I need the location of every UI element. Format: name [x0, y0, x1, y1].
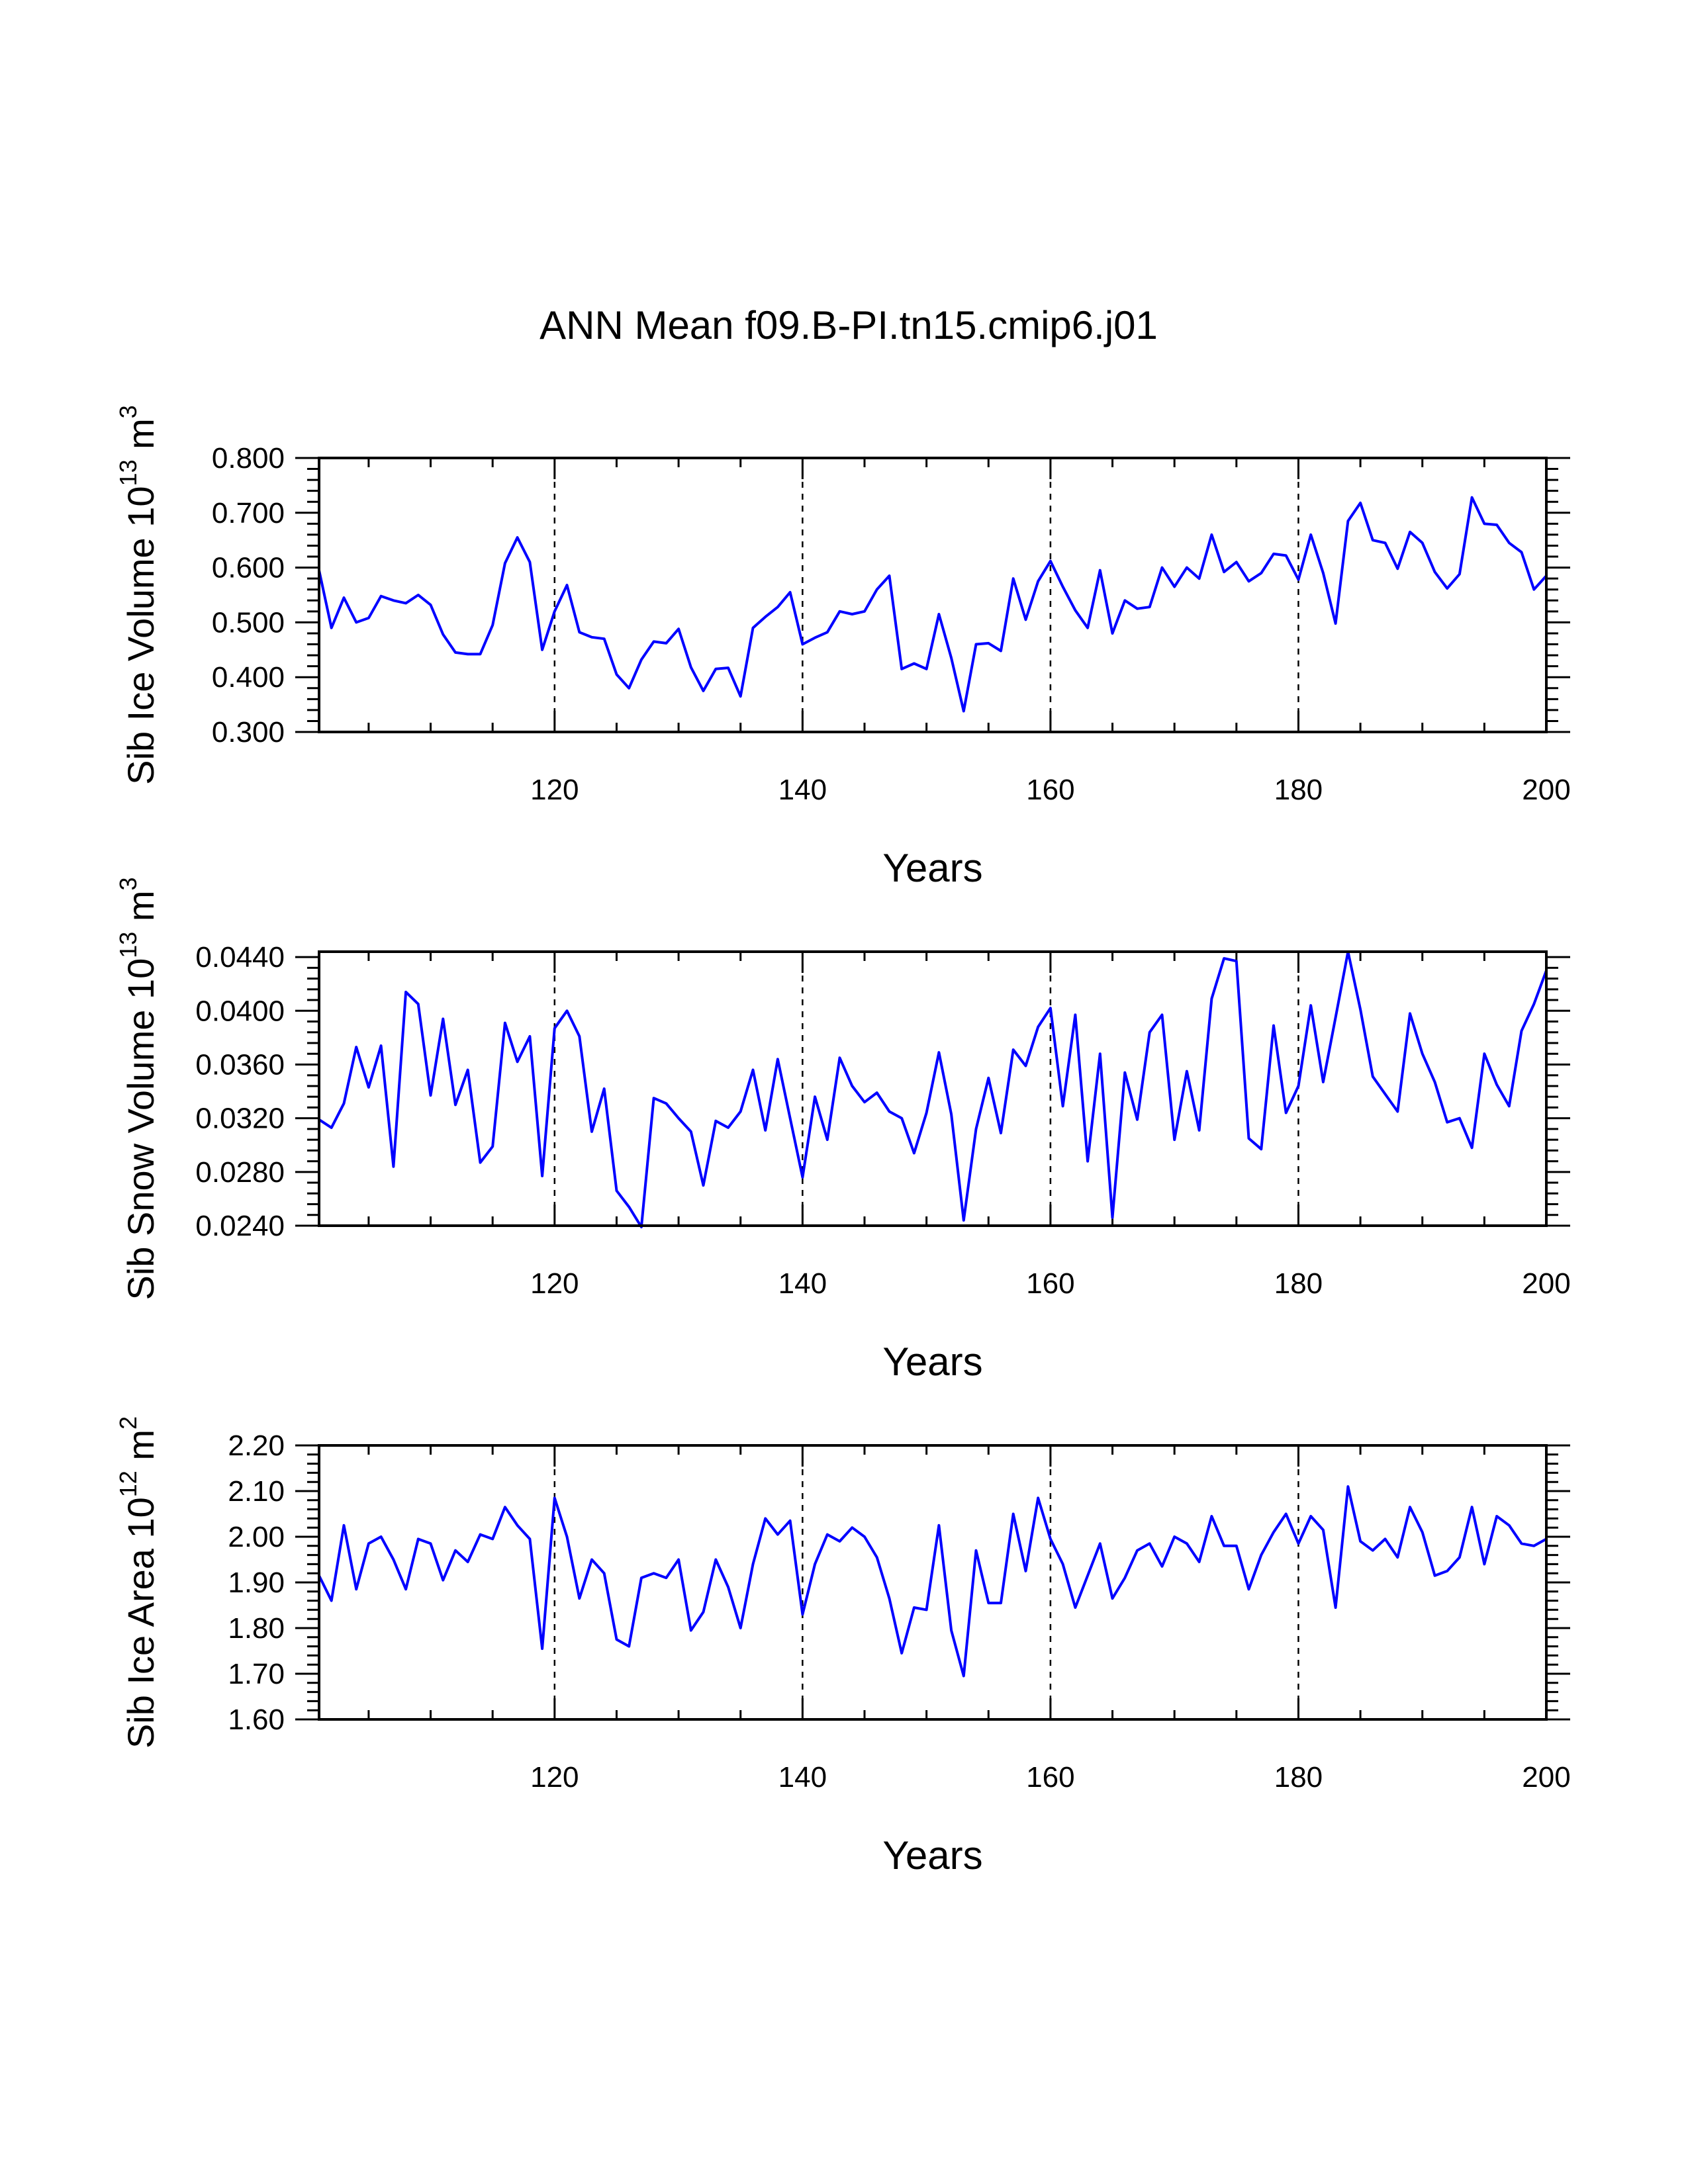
x-tick-label: 140 — [778, 1761, 827, 1794]
y-tick-label: 0.500 — [212, 606, 285, 639]
y-tick-label: 0.0360 — [195, 1048, 285, 1081]
plot-frame — [318, 1444, 1548, 1721]
plot-frame — [318, 950, 1548, 1227]
series-line — [318, 496, 1548, 713]
y-axis-label-unit-sup: 2 — [115, 1416, 142, 1430]
plot-frame — [318, 457, 1548, 733]
y-tick-label: 2.00 — [228, 1521, 285, 1553]
x-tick-label: 200 — [1522, 1267, 1570, 1300]
y-axis-label-unit: m — [120, 1430, 162, 1471]
x-tick-label: 120 — [530, 1267, 579, 1300]
y-axis-label-unit: m — [120, 418, 162, 459]
y-tick-label: 2.20 — [228, 1430, 285, 1462]
y-tick-label: 0.600 — [212, 552, 285, 584]
x-axis-label: Years — [882, 1340, 982, 1384]
x-tick-label: 140 — [778, 774, 827, 806]
y-tick-label: 0.0280 — [195, 1156, 285, 1189]
x-tick-label: 180 — [1274, 1267, 1323, 1300]
y-axis-label-sup: 13 — [115, 459, 142, 486]
y-tick-label: 0.0440 — [195, 941, 285, 974]
x-tick-label: 160 — [1026, 1761, 1074, 1794]
y-axis-label-sup: 12 — [115, 1471, 142, 1497]
y-tick-label: 1.70 — [228, 1658, 285, 1690]
x-axis-label: Years — [882, 1833, 982, 1878]
y-tick-label: 0.0240 — [195, 1210, 285, 1242]
y-axis-label-unit-sup: 3 — [115, 405, 142, 418]
series-line — [318, 1485, 1547, 1678]
panel-1: 120 140 160 180 200 0.300 0.400 0.500 0.600 0.700… — [115, 405, 1571, 890]
series-line — [318, 950, 1548, 1228]
x-tick-label: 160 — [1026, 1267, 1074, 1300]
x-tick-label: 120 — [530, 1761, 579, 1794]
y-tick-label: 0.800 — [212, 442, 285, 475]
panels: 120 140 160 180 200 0.300 0.400 0.500 0.600 0.700… — [115, 405, 1571, 1878]
y-axis-label-text: Sib Snow Volume 10 — [120, 958, 162, 1300]
y-tick-label: 1.80 — [228, 1612, 285, 1645]
y-axis-label-text: Sib Ice Area 10 — [120, 1497, 162, 1749]
y-tick-label: 0.400 — [212, 661, 285, 694]
y-tick-label: 1.60 — [228, 1704, 285, 1736]
panel-3: 120 140 160 180 200 1.60 1.70 1.80 1.90 2.00 2.10 2… — [115, 1416, 1571, 1878]
x-tick-label: 140 — [778, 1267, 827, 1300]
x-tick-label: 200 — [1522, 774, 1570, 806]
y-tick-label: 1.90 — [228, 1567, 285, 1599]
y-tick-label: 0.300 — [212, 716, 285, 749]
y-tick-label: 2.10 — [228, 1475, 285, 1508]
x-tick-label: 200 — [1522, 1761, 1570, 1794]
x-tick-label: 160 — [1026, 774, 1074, 806]
chart-title: ANN Mean f09.B-PI.tn15.cmip6.j01 — [539, 303, 1158, 347]
y-tick-label: 0.0320 — [195, 1103, 285, 1135]
x-tick-label: 180 — [1274, 774, 1323, 806]
y-axis-label-unit: m — [120, 890, 162, 931]
x-axis-label: Years — [882, 846, 982, 890]
y-axis-label-sup: 13 — [115, 932, 142, 958]
y-axis-label: Sib Snow Volume 1013 m3 — [115, 877, 162, 1300]
y-axis-label-unit-sup: 3 — [115, 877, 142, 890]
x-tick-label: 120 — [530, 774, 579, 806]
y-tick-label: 0.700 — [212, 497, 285, 529]
y-axis-label: Sib Ice Area 1012 m2 — [115, 1416, 162, 1749]
x-tick-label: 180 — [1274, 1761, 1323, 1794]
y-axis-label: Sib Ice Volume 1013 m3 — [115, 405, 162, 785]
y-tick-label: 0.0400 — [195, 995, 285, 1027]
y-axis-label-text: Sib Ice Volume 10 — [120, 486, 162, 784]
panel-2: 120 140 160 180 200 0.0240 0.0280 0.0320 0.0360 0… — [115, 877, 1571, 1384]
